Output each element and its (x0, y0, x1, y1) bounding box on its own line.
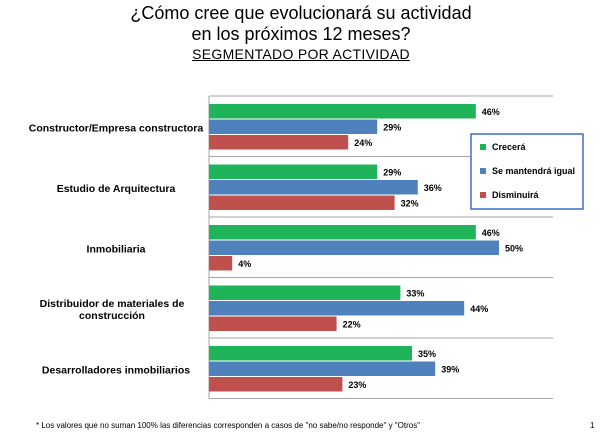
bar-crecera (209, 285, 401, 300)
data-label: 24% (354, 138, 372, 148)
chart-title: ¿Cómo cree que evolucionará su actividad… (0, 3, 602, 45)
category-label: Estudio de Arquitectura (57, 183, 176, 195)
data-label: 50% (505, 243, 523, 253)
bar-disminuira (209, 195, 395, 210)
data-label: 46% (482, 107, 500, 117)
bar-crecera (209, 164, 378, 179)
chart-title-line-1: ¿Cómo cree que evolucionará su actividad (130, 3, 472, 23)
bar-disminuira (209, 135, 349, 150)
legend-swatch (480, 168, 486, 174)
category-label: Constructor/Empresa constructora (29, 122, 204, 134)
legend-swatch (480, 144, 486, 150)
bar-se-mantendra-igual (209, 180, 418, 195)
chart-subtitle: SEGMENTADO POR ACTIVIDAD (192, 46, 410, 62)
data-label: 44% (470, 304, 488, 314)
category-label: construcción (79, 310, 145, 322)
bar-disminuira (209, 256, 233, 271)
chart-title-line-2: en los próximos 12 meses? (191, 24, 411, 44)
bar-crecera (209, 225, 476, 240)
bar-se-mantendra-igual (209, 301, 465, 316)
category-label: Desarrolladores inmobiliarios (42, 364, 190, 376)
legend-swatch (480, 192, 486, 198)
legend-label: Disminuirá (492, 190, 540, 200)
category-label: Distribuidor de materiales de (40, 298, 185, 310)
data-label: 35% (418, 349, 436, 359)
data-label: 4% (238, 259, 251, 269)
bar-se-mantendra-igual (209, 119, 378, 134)
data-label: 22% (343, 319, 361, 329)
category-label: Inmobiliaria (87, 243, 146, 255)
page-number: 1 (590, 421, 595, 430)
data-label: 32% (401, 198, 419, 208)
bar-crecera (209, 104, 476, 119)
data-label: 23% (348, 380, 366, 390)
footnote: * Los valores que no suman 100% las dife… (36, 421, 421, 430)
data-label: 29% (383, 167, 401, 177)
data-label: 33% (406, 288, 424, 298)
bar-se-mantendra-igual (209, 361, 436, 376)
bar-disminuira (209, 316, 337, 331)
data-label: 29% (383, 122, 401, 132)
data-label: 46% (482, 228, 500, 238)
legend-label: Crecerá (492, 142, 527, 152)
bar-crecera (209, 346, 412, 361)
legend-box (470, 133, 584, 210)
data-label: 36% (424, 183, 442, 193)
bar-disminuira (209, 377, 343, 392)
bar-se-mantendra-igual (209, 240, 499, 255)
data-label: 39% (441, 364, 459, 374)
legend-label: Se mantendrá igual (492, 166, 575, 176)
